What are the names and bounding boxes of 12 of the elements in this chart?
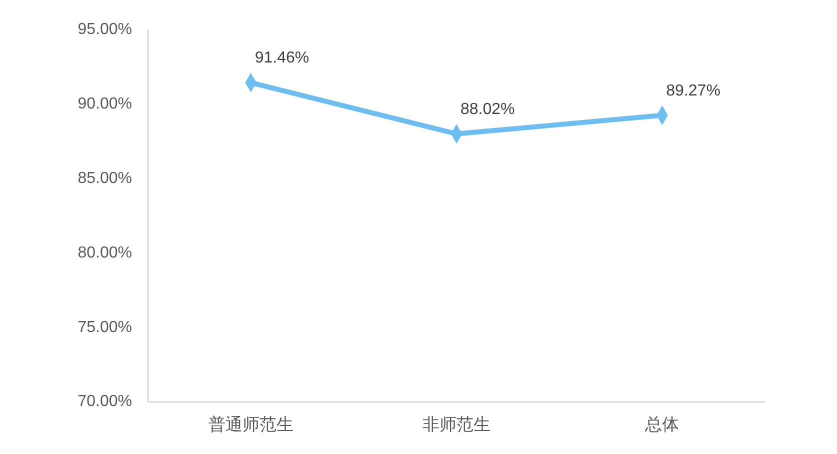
x-tick-label: 总体: [644, 415, 680, 434]
data-label: 91.46%: [254, 50, 310, 67]
y-tick-label: 70.00%: [78, 393, 132, 410]
y-tick-label: 80.00%: [78, 244, 132, 262]
x-tick-label: 非师范生: [422, 415, 490, 434]
y-tick-label: 95.00%: [78, 21, 132, 38]
x-tick-label: 普通师范生: [208, 415, 294, 434]
y-tick-label: 85.00%: [78, 170, 132, 188]
data-label: 89.27%: [666, 82, 720, 100]
y-tick-label: 75.00%: [78, 318, 132, 336]
data-label: 88.02%: [460, 100, 515, 118]
y-tick-label: 90.00%: [78, 96, 132, 113]
